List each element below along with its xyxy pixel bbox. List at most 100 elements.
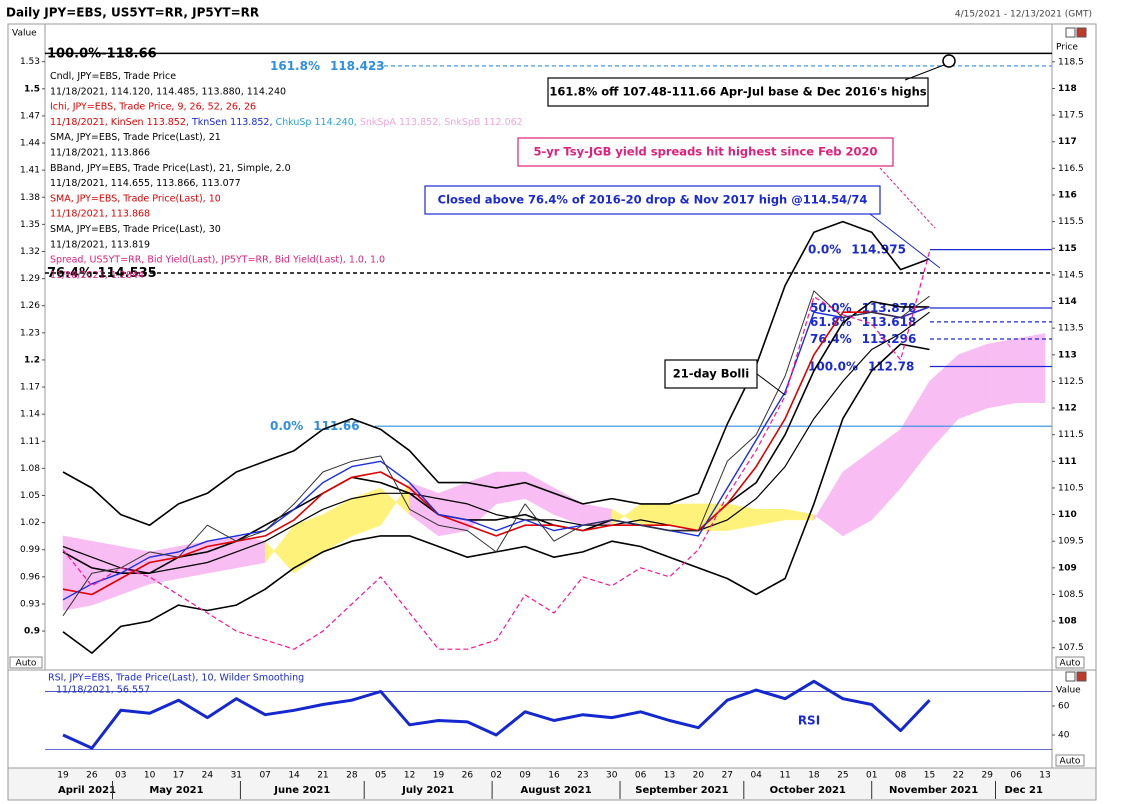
fib-level-pct: 161.8% <box>270 58 320 72</box>
x-tick-label: 10 <box>144 771 156 781</box>
x-tick-label: 28 <box>346 771 358 781</box>
study-legend-part: BBand, JPY=EBS, Trade Price(Last), 21, S… <box>50 162 291 173</box>
study-legend: Spread, US5YT=RR, Bid Yield(Last), JP5YT… <box>50 254 385 265</box>
y2-tick-label: 118 <box>1058 84 1077 94</box>
x-tick-label: 20 <box>693 771 705 781</box>
fib-level-value: 114.535 <box>98 266 157 281</box>
study-legend-part: 11/18/2021, 113.819 <box>50 239 150 250</box>
y2-tick-label: 114 <box>1058 297 1077 307</box>
study-legend-part: ChkuSp 114.240, <box>276 116 360 127</box>
series-line <box>62 300 930 574</box>
y2-tick-label: 118.5 <box>1058 57 1084 67</box>
y2-tick-label: 117.5 <box>1058 111 1084 121</box>
auto-button[interactable] <box>1055 754 1085 767</box>
x-tick-label: 08 <box>895 771 907 781</box>
auto-label[interactable]: Auto <box>1060 757 1081 767</box>
x-tick-label: 23 <box>577 771 588 781</box>
annotation-box <box>547 77 929 107</box>
auto-button[interactable] <box>1055 656 1085 669</box>
x-tick-label: 16 <box>548 771 560 781</box>
y-tick-label: 1.41 <box>20 166 40 176</box>
annotation-box <box>517 137 894 167</box>
series-line <box>62 290 930 617</box>
series-line <box>62 306 930 596</box>
x-tick-label: 19 <box>57 771 69 781</box>
y2-tick-label: 114.5 <box>1058 270 1084 280</box>
study-legend: Cndl, JPY=EBS, Trade Price <box>50 71 176 82</box>
ichimoku-cloud <box>1015 333 1046 403</box>
study-legend: SMA, JPY=EBS, Trade Price(Last), 21 <box>50 132 221 143</box>
y-tick-label: 1.47 <box>20 111 40 121</box>
x-tick-label: 14 <box>288 771 300 781</box>
y2-tick-label: 108 <box>1058 617 1077 627</box>
study-legend-part: 11/18/2021, 114.655, 113.866, 113.077 <box>50 178 241 189</box>
close-button[interactable] <box>1076 671 1087 682</box>
y-tick-label: 1.32 <box>20 247 40 257</box>
annotation-text: Closed above 76.4% of 2016-20 drop & Nov… <box>438 193 868 207</box>
study-legend: BBand, JPY=EBS, Trade Price(Last), 21, S… <box>50 162 291 173</box>
fib-level-label: 161.8% 118.423 <box>270 58 385 72</box>
x-tick-label: 15 <box>924 771 935 781</box>
y-tick-label: 1.23 <box>20 328 40 338</box>
x-tick-label: 24 <box>202 771 214 781</box>
x-tick-label: 25 <box>837 771 848 781</box>
study-legend-part: SMA, JPY=EBS, Trade Price(Last), 21 <box>50 132 221 143</box>
rsi-last: 11/18/2021, 56.557 <box>56 685 150 696</box>
y2-tick-label: 107.5 <box>1058 643 1084 653</box>
restore-button[interactable] <box>1065 671 1076 682</box>
series-line <box>62 220 930 526</box>
y2-axis-title: Price <box>1056 43 1078 53</box>
y-tick-label: 1.44 <box>20 139 40 149</box>
fib-level-value: 112.78 <box>868 359 914 373</box>
rsi-tick-label: 60 <box>1058 701 1070 711</box>
y2-tick-label: 109 <box>1058 563 1077 573</box>
x-tick-label: 02 <box>491 771 502 781</box>
study-legend-part: TknSen 113.852, <box>191 116 276 127</box>
auto-label[interactable]: Auto <box>1060 659 1081 669</box>
fib-level-value: 113.878 <box>862 301 917 315</box>
fib-level-label: 76.4%-114.535 <box>47 266 157 281</box>
study-legend-part: SMA, JPY=EBS, Trade Price(Last), 10 <box>50 193 221 204</box>
date-range: 4/15/2021 - 12/13/2021 (GMT) <box>955 10 1092 20</box>
y2-tick-label: 110.5 <box>1058 483 1084 493</box>
y-tick-label: 1.29 <box>20 274 40 284</box>
date-axis <box>7 767 1097 801</box>
restore-button[interactable] <box>1065 27 1076 38</box>
x-tick-label: 26 <box>86 771 98 781</box>
fib-level-label: 61.8% 113.618 <box>810 314 916 328</box>
annotation-box <box>424 185 881 215</box>
fib-level-value: 114.975 <box>851 242 906 256</box>
study-legend: 11/18/2021, 113.868 <box>50 208 150 219</box>
y2-tick-label: 108.5 <box>1058 590 1084 600</box>
y-tick-label: 1.17 <box>20 383 40 393</box>
connector <box>879 167 936 229</box>
study-legend: 11/18/2021, 113.819 <box>50 239 150 250</box>
x-tick-label: 13 <box>664 771 675 781</box>
y-tick-label: 1.14 <box>20 410 40 420</box>
fib-level-value: 113.296 <box>862 332 917 346</box>
y2-tick-label: 112.5 <box>1058 377 1084 387</box>
close-button[interactable] <box>1076 27 1087 38</box>
ichimoku-cloud <box>62 535 93 611</box>
auto-button[interactable] <box>9 656 43 669</box>
y2-tick-label: 111.5 <box>1058 430 1084 440</box>
study-legend-part: 11/18/2021, KinSen 113.852, <box>50 116 192 127</box>
month-label: April 2021 <box>58 785 116 796</box>
fib-level-pct: 0.0% <box>270 419 303 433</box>
fib-level-value: 118.66 <box>107 46 157 61</box>
month-label: June 2021 <box>273 785 330 796</box>
study-legend-part: Ichi, JPY=EBS, Trade Price, 9, 26, 52, 2… <box>50 101 256 112</box>
y-tick-label: 1.08 <box>20 464 40 474</box>
x-tick-label: 07 <box>259 771 270 781</box>
study-legend: 11/18/2021, KinSen 113.852, TknSen 113.8… <box>50 116 523 127</box>
month-label: October 2021 <box>770 785 846 796</box>
y2-tick-label: 117 <box>1058 137 1077 147</box>
y-tick-label: 1.02 <box>20 518 40 528</box>
connector <box>904 64 945 81</box>
month-label: August 2021 <box>520 785 591 796</box>
month-label: November 2021 <box>889 785 978 796</box>
y-tick-label: 0.9 <box>24 627 40 637</box>
rsi-title: RSI, JPY=EBS, Trade Price(Last), 10, Wil… <box>48 673 304 684</box>
x-tick-label: 26 <box>462 771 474 781</box>
auto-label[interactable]: Auto <box>16 659 37 669</box>
